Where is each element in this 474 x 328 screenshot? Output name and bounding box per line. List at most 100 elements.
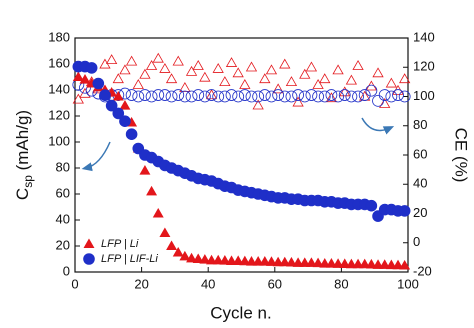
y-tick-label: 40 [56,211,70,226]
point [305,257,317,267]
point [312,90,324,103]
point [298,90,311,103]
y-label-main: C [13,188,32,200]
point [198,90,211,103]
point [252,90,265,103]
y-tick-label: 0 [63,263,70,278]
point [272,89,285,101]
point [105,99,118,112]
point [79,74,91,84]
legend-label: LFP | LIF-Li [101,253,158,265]
point [72,71,84,82]
point [352,258,364,269]
point [205,89,218,100]
point [225,57,238,67]
point [259,73,271,84]
point [252,99,264,110]
point [285,90,298,103]
y2-tick-label: -20 [413,263,432,278]
point [332,258,344,268]
x-tick-label: 80 [334,276,348,291]
point [285,76,298,86]
point [139,165,151,175]
point [232,255,244,265]
point [398,205,411,217]
legend-label: LFP | Li [101,238,139,250]
point [152,52,164,63]
point [145,90,158,103]
point [272,83,284,94]
point [185,65,198,76]
point [165,73,178,84]
point [119,115,131,127]
point [239,255,251,266]
point [225,89,238,101]
point [232,67,244,78]
point [385,259,397,270]
y-tick-label: 140 [48,81,70,96]
y2-tick-label: 60 [413,146,427,161]
point [399,73,411,84]
point [152,207,164,218]
point [159,89,171,101]
point [139,89,151,101]
y-tick-label: 120 [48,107,70,122]
point [226,255,237,265]
point [219,255,231,265]
point [146,185,158,196]
point [172,89,185,101]
point [299,68,311,79]
y-label-unit: (mAh/g) [13,110,32,175]
point [365,199,378,212]
point [232,90,245,103]
point [85,62,98,74]
point [166,240,178,251]
point [192,253,204,264]
point [372,259,384,269]
y-tick-label: 180 [48,29,70,44]
point [272,256,284,267]
point [345,74,358,85]
y2-tick-label: 140 [413,29,435,44]
point [192,60,204,70]
point [199,71,211,82]
point [365,80,378,91]
point [325,92,338,103]
point [265,90,278,103]
point [212,90,225,103]
point [385,77,397,88]
x-tick-label: 60 [268,276,282,291]
y2-tick-label: 0 [413,234,420,249]
y2-tick-label: 120 [413,59,435,74]
point [159,227,171,238]
point [252,256,264,266]
point [385,90,398,103]
point [339,258,351,268]
point [318,90,331,103]
point [72,93,84,104]
point [358,89,371,101]
point [186,252,198,263]
point [112,73,124,84]
point [392,89,404,101]
point [399,259,411,270]
point [258,89,271,101]
point [332,90,344,103]
point [246,256,257,266]
x-tick-label: 100 [397,276,419,291]
point [266,256,277,266]
point [299,257,311,267]
point [359,258,371,269]
legend-marker [83,253,95,265]
point [172,55,184,66]
x-axis-label: Cycle n. [210,303,271,322]
arrow-left [81,141,111,172]
point [285,256,297,267]
point [372,94,384,107]
point [219,76,231,86]
point [325,89,338,101]
point [325,257,337,268]
y-tick-label: 60 [56,185,70,200]
point [238,89,251,101]
point [352,90,364,103]
